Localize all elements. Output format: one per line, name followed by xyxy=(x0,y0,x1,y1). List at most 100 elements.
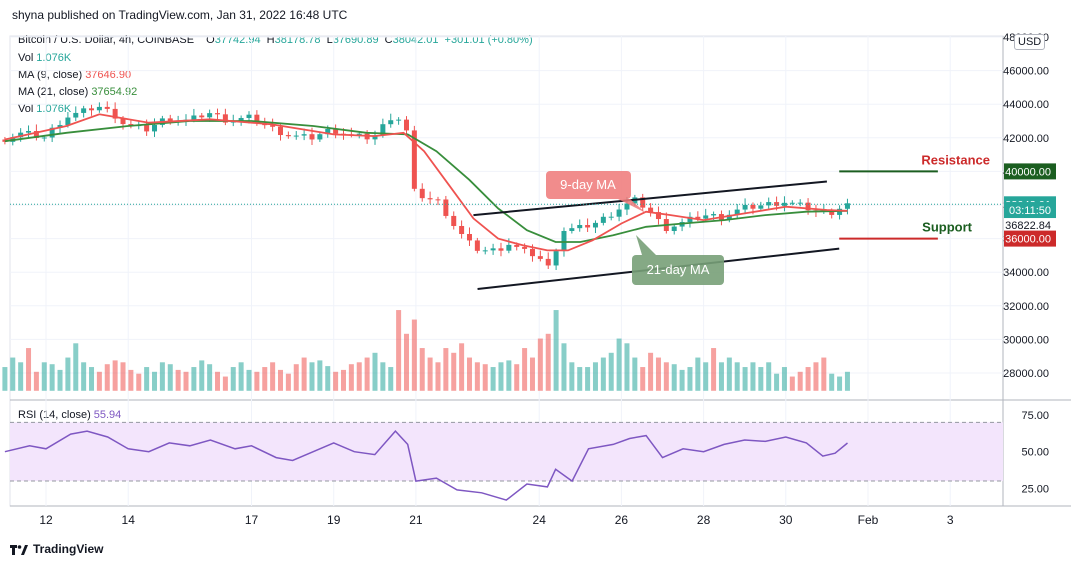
volume-bar xyxy=(514,364,520,391)
candle-body xyxy=(270,125,276,127)
resistance-price-tag-bg xyxy=(1004,163,1056,180)
time-tick-label: 26 xyxy=(615,513,629,527)
legend-vol2-row: Vol 1.076K xyxy=(18,103,74,115)
volume-bar xyxy=(679,369,685,391)
volume-bar xyxy=(789,376,795,391)
candle-body xyxy=(325,128,331,135)
candle-body xyxy=(695,216,701,219)
price-tick-label: 28000.00 xyxy=(1003,368,1049,380)
legend-rsi-row: RSI (14, close) 55.94 xyxy=(18,409,124,421)
volume-bar xyxy=(222,376,228,391)
volume-bar xyxy=(569,362,575,391)
volume-bar xyxy=(293,364,299,391)
candle-body xyxy=(459,225,465,235)
candle-body xyxy=(805,202,811,211)
ma21-line xyxy=(4,120,848,243)
volume-bar xyxy=(270,362,276,391)
volume-bar xyxy=(703,362,709,391)
candle-body xyxy=(65,117,71,126)
volume-bar xyxy=(262,367,268,391)
candle-body xyxy=(711,214,717,216)
volume-bar xyxy=(726,357,732,391)
candle-body xyxy=(451,215,457,226)
candle-body xyxy=(293,135,299,137)
candle-body xyxy=(766,202,772,206)
price-chart[interactable]: 48000.0046000.0044000.0042000.0040000.00… xyxy=(0,26,1071,536)
candle-body xyxy=(514,244,520,247)
legend-vol2-label: Vol xyxy=(18,103,34,115)
ma9-line xyxy=(4,113,848,252)
candle-body xyxy=(474,240,480,251)
candle-body xyxy=(278,126,284,136)
volume-bar xyxy=(309,362,315,391)
time-tick-label: 21 xyxy=(409,513,423,527)
candle-body xyxy=(112,108,118,119)
tradingview-logo-icon xyxy=(10,544,28,555)
candle-body xyxy=(671,226,677,231)
candle-body xyxy=(317,134,323,140)
volume-bar xyxy=(128,369,134,391)
resistance-price-tag: 40000.00 xyxy=(1005,166,1051,178)
volume-bar xyxy=(774,373,780,391)
candle-body xyxy=(41,137,47,139)
volume-bar xyxy=(498,362,504,391)
candle-body xyxy=(600,216,606,223)
volume-bar xyxy=(364,357,370,391)
volume-bar xyxy=(537,338,543,391)
volume-bar xyxy=(632,357,638,391)
currency-badge[interactable]: USD xyxy=(1014,34,1046,50)
volume-bar xyxy=(144,367,150,391)
volume-bar xyxy=(301,357,307,391)
candle-body xyxy=(73,112,79,118)
volume-bar xyxy=(655,357,661,391)
volume-bar xyxy=(175,369,181,391)
candle-body xyxy=(144,125,150,132)
volume-bar xyxy=(104,364,110,391)
volume-bar xyxy=(522,348,528,391)
legend-close-label: C xyxy=(384,34,393,46)
tradingview-footer[interactable]: TradingView xyxy=(10,542,103,556)
candle-body xyxy=(624,203,630,210)
volume-bar xyxy=(278,369,284,391)
volume-bar xyxy=(403,333,409,391)
candle-body xyxy=(215,113,221,115)
candle-body xyxy=(553,251,559,266)
legend-ma21-label: MA (21, close) xyxy=(18,86,89,98)
volume-bar xyxy=(718,362,724,391)
volume-bar xyxy=(152,371,158,391)
volume-bar xyxy=(585,367,591,391)
price-tick-label: 46000.00 xyxy=(1003,66,1049,78)
legend-low-label: L xyxy=(326,34,333,46)
candle-body xyxy=(616,209,622,217)
ma21-callout-pointer xyxy=(636,235,656,255)
volume-bar xyxy=(317,360,323,391)
candle-body xyxy=(490,248,496,251)
volume-bar xyxy=(805,367,811,391)
price-tick-label: 32000.00 xyxy=(1003,301,1049,313)
candle-timer-tag: 03:11:50 xyxy=(1009,205,1051,217)
candle-body xyxy=(703,215,709,219)
candle-body xyxy=(222,114,228,123)
volume-bar xyxy=(419,348,425,391)
volume-bar xyxy=(41,362,47,391)
volume-bar xyxy=(600,357,606,391)
price-tick-label: 34000.00 xyxy=(1003,267,1049,279)
candle-body xyxy=(104,106,110,109)
volume-bar xyxy=(427,357,433,391)
volume-bar xyxy=(821,357,827,391)
volume-bar xyxy=(837,376,843,391)
volume-bar xyxy=(781,367,787,391)
volume-bar xyxy=(33,371,39,391)
volume-bar xyxy=(18,362,24,391)
volume-bar xyxy=(435,362,441,391)
volume-bar xyxy=(372,352,378,391)
volume-bar xyxy=(577,367,583,391)
volume-bar xyxy=(340,369,346,391)
volume-bar xyxy=(112,360,118,391)
legend-vol-label: Vol xyxy=(18,52,34,64)
legend-ma21-row: MA (21, close) 37654.92 xyxy=(18,86,140,98)
price-tick-label: 42000.00 xyxy=(1003,133,1049,145)
candle-body xyxy=(120,118,126,125)
volume-bar xyxy=(553,310,559,391)
candle-body xyxy=(254,114,260,124)
